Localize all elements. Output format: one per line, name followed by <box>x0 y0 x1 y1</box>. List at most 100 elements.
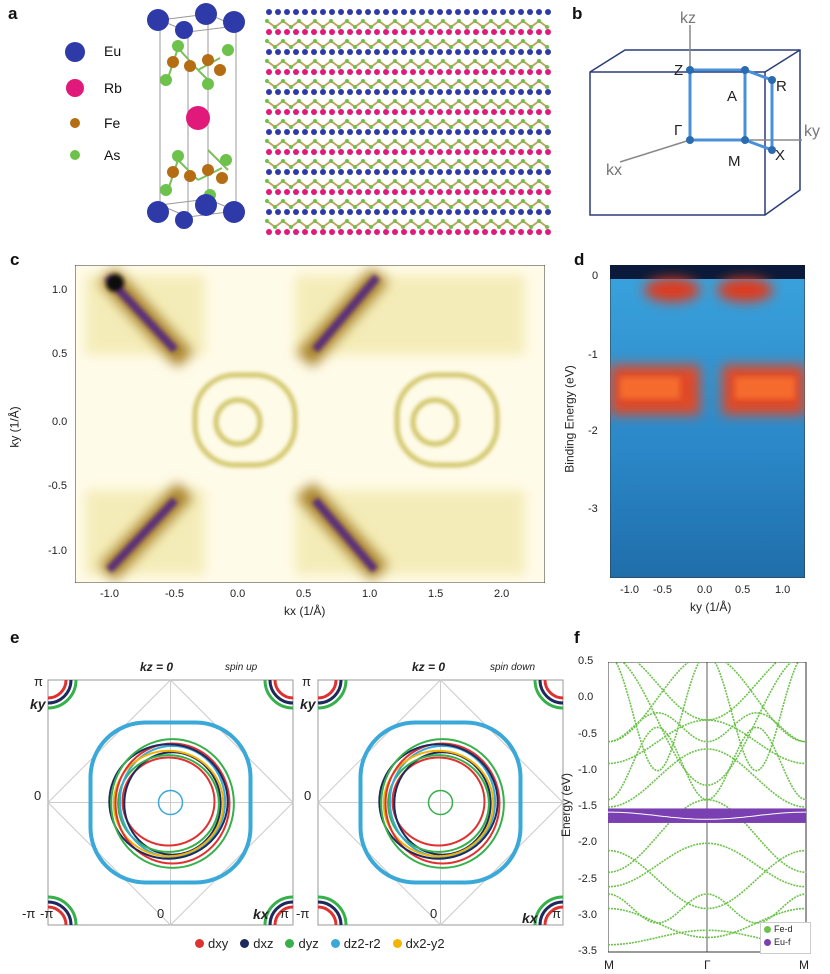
eu-marker <box>65 42 85 62</box>
f-ytick-6: -2.5 <box>578 872 597 885</box>
c-xtick-1: -1.0 <box>100 588 119 600</box>
point-z: Z <box>674 62 684 79</box>
f-ytick-0: 0.5 <box>578 655 594 667</box>
panel-label-f: f <box>574 628 580 647</box>
d-ytick-3: -2 <box>588 425 598 437</box>
e-right-pi: π <box>302 674 311 689</box>
eu-f-split-line <box>608 811 806 820</box>
e-subplot-1 <box>317 679 564 926</box>
fe-d-band-10 <box>608 929 807 946</box>
fe-d-band-7 <box>608 849 807 910</box>
legend-fe: Fe <box>104 115 121 131</box>
panel-label-d: d <box>574 250 585 269</box>
c-ytick-3: 0.0 <box>52 416 68 428</box>
e-left-title: kz = 0 <box>140 660 174 674</box>
e-left-ky: ky <box>30 696 46 712</box>
legend-dyz: dyz <box>285 936 319 951</box>
fe-d-band-11 <box>608 798 807 874</box>
d-xtick-1: -1.0 <box>620 584 639 596</box>
panel-label-b: b <box>572 4 583 23</box>
c-xlabel: kx (1/Å) <box>284 604 326 618</box>
panel-d-arpes-spectrum <box>610 265 805 578</box>
legend-rb: Rb <box>104 80 122 96</box>
c-ytick-5: -1.0 <box>48 545 67 557</box>
f-ytick-4: -1.5 <box>578 800 597 812</box>
legend-dz2: dz2-r2 <box>330 936 381 951</box>
fe-d-band-2 <box>608 719 807 765</box>
e-orbital-legend: dxy dxz dyz dz2-r2 dx2-y2 <box>195 936 445 951</box>
legend-dxy: dxy <box>195 936 228 951</box>
panel-e-fermi-surfaces <box>47 679 564 926</box>
legend-eu-f: Eu-f <box>764 936 810 949</box>
legend-dyz-label: dyz <box>298 936 319 951</box>
axis-kz: kz <box>680 10 696 27</box>
e-right-xzero: 0 <box>430 906 438 921</box>
legend-fe-d: Fe-d <box>764 923 810 936</box>
c-xtick-3: 0.0 <box>230 588 246 600</box>
panel-label-a: a <box>8 4 18 23</box>
e-subplot-0 <box>47 679 294 926</box>
f-xtick-gamma: Γ <box>704 958 711 972</box>
legend-dz2-label: dz2-r2 <box>343 936 381 951</box>
unit-cell <box>147 3 245 229</box>
eu-f-band <box>608 808 806 823</box>
rb-marker <box>66 79 84 97</box>
f-legend: Fe-d Eu-f <box>760 922 811 954</box>
d-xtick-2: -0.5 <box>653 584 672 596</box>
e-left-xzero: 0 <box>157 906 165 921</box>
legend-dxy-label: dxy <box>208 936 229 951</box>
fe-marker <box>70 118 80 128</box>
d-ytick-1: 0 <box>592 270 599 282</box>
e-left-negpi-x: -π <box>40 906 54 921</box>
dxy-dot <box>195 939 204 948</box>
legend-dx2y2: dx2-y2 <box>392 936 445 951</box>
panel-c-fermi-surface-map <box>75 265 545 583</box>
f-ytick-3: -1.0 <box>578 763 597 776</box>
c-ytick-2: 0.5 <box>52 348 68 360</box>
f-ytick-7: -3.0 <box>578 908 597 921</box>
legend-eu-f-label: Eu-f <box>774 937 791 947</box>
e-left-subtitle: spin up <box>225 662 258 673</box>
e-right-subtitle: spin down <box>490 662 536 673</box>
legend-eu: Eu <box>104 43 122 59</box>
e-right-kx: kx <box>522 910 538 926</box>
dxz-dot <box>240 939 250 948</box>
f-ylabel: Energy (eV) <box>559 772 574 838</box>
c-ytick-1: 1.0 <box>52 284 68 296</box>
point-m: M <box>728 153 741 170</box>
panel-f-band-structure <box>608 662 807 953</box>
e-right-zero: 0 <box>304 788 312 803</box>
d-ytick-2: -1 <box>588 349 598 361</box>
panel-b-brillouin-zone <box>589 25 802 216</box>
f-ytick-1: 0.0 <box>578 691 594 704</box>
e-right-ky: ky <box>300 696 316 712</box>
point-a: A <box>727 88 738 105</box>
c-xtick-6: 1.5 <box>428 588 444 600</box>
fe-d-band-4 <box>608 748 807 808</box>
as-marker <box>70 150 80 160</box>
legend-as: As <box>104 147 121 163</box>
point-x: X <box>775 147 786 164</box>
e-left-kx: kx <box>253 906 269 922</box>
eu-f-dot <box>764 939 771 946</box>
point-gamma: Γ <box>674 122 683 139</box>
fe-d-dot <box>764 926 771 933</box>
panel-label-c: c <box>10 250 20 269</box>
fe-d-band-12 <box>608 662 807 743</box>
axis-kx: kx <box>606 162 622 179</box>
e-left-zero: 0 <box>34 788 42 803</box>
dyz-dot <box>285 939 295 948</box>
c-xtick-4: 0.5 <box>296 588 312 600</box>
d-ytick-4: -3 <box>588 503 598 515</box>
e-left-xpi: π <box>280 906 289 921</box>
d-xtick-5: 1.0 <box>775 584 791 596</box>
e-right-title: kz = 0 <box>412 660 446 674</box>
c-ylabel: ky (1/Å) <box>7 406 22 448</box>
fe-d-band-0 <box>621 662 793 787</box>
atom-legend <box>65 42 85 160</box>
c-xtick-7: 2.0 <box>494 588 510 600</box>
f-xtick-m1: M <box>604 958 614 972</box>
e-left-pi: π <box>34 674 43 689</box>
legend-dxz: dxz <box>240 936 273 951</box>
f-ytick-8: -3.5 <box>578 945 597 957</box>
